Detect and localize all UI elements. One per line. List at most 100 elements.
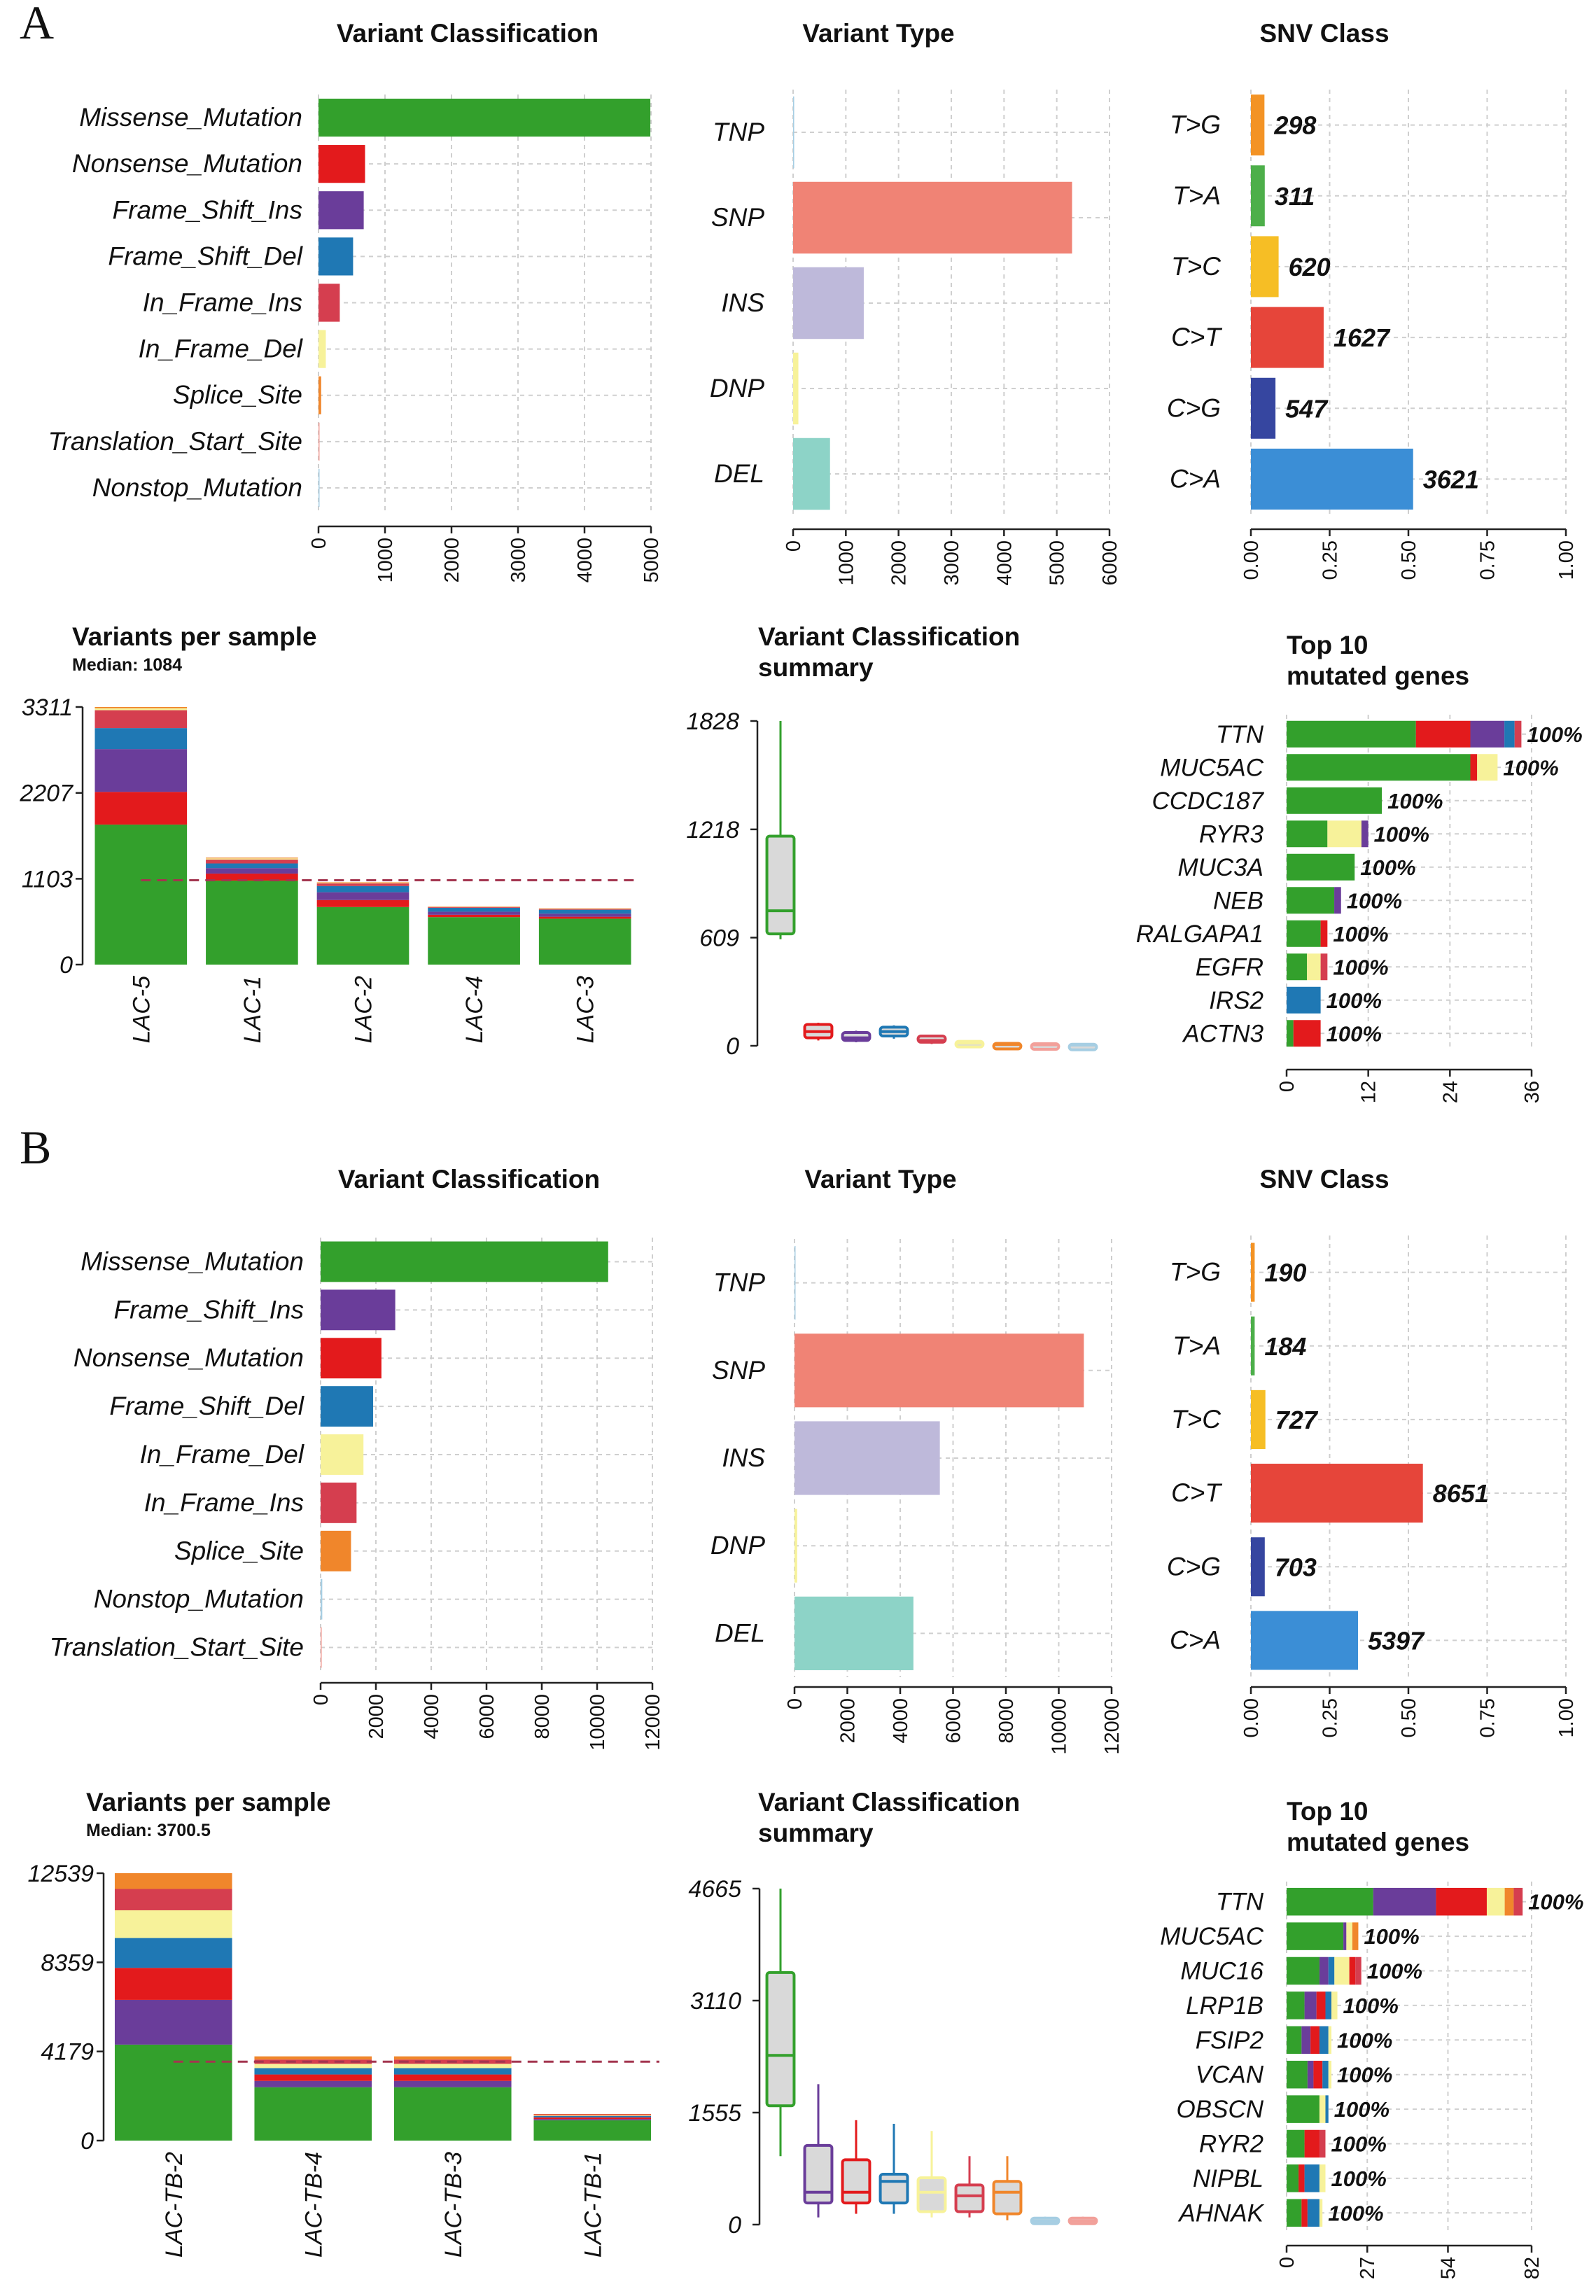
a-snv-count-label: 547 [1285, 394, 1329, 423]
b-vc-category-label: In_Frame_Del [140, 1440, 305, 1469]
b-vcs-y-tick-label: 1555 [688, 2100, 741, 2127]
b-top-segment-frame-shift-ins [1343, 1922, 1347, 1950]
b-vcs-box-in-frame-ins [954, 2183, 985, 2213]
a-vc-category-label: In_Frame_Ins [143, 288, 302, 317]
a-snv-count-label: 298 [1273, 111, 1316, 140]
b-vps-segment-nonsense-mutation [254, 2074, 372, 2081]
a-top-gene-label: EGFR [1196, 953, 1264, 981]
b-vcs-y-tick-label: 3110 [690, 1988, 741, 2015]
b-snv-count-label: 184 [1264, 1332, 1306, 1361]
a-vps-sample-label: LAC-4 [461, 976, 488, 1043]
B-vps-chart: Variants per sample Median: 3700.5 0 4179 83… [27, 1788, 660, 2258]
a-vc-x-tick-label: 2000 [441, 538, 463, 583]
b-vt-bar-del [794, 1596, 913, 1670]
b-vc-x-tick-label: 12000 [642, 1694, 664, 1751]
b-vc-category-label: Missense_Mutation [80, 1247, 304, 1275]
b-top-percent-label: 100% [1337, 2028, 1392, 2052]
b-top-percent-label: 100% [1331, 2166, 1386, 2191]
a-top-segment-in-frame-ins [1514, 720, 1522, 748]
a-vps-segment-frame-shift-ins [316, 892, 410, 900]
b-snv-x-tick-label: 1.00 [1555, 1698, 1578, 1737]
a-vt-bar-dnp [793, 352, 799, 425]
a-vps-segment-in-frame-ins [206, 859, 298, 864]
a-top-title-line2: mutated genes [1287, 662, 1469, 690]
b-vc-title: Variant Classification [338, 1165, 600, 1194]
b-top-segment-frame-shift-del [1325, 2095, 1329, 2123]
a-vps-segment-in-frame-del [94, 708, 188, 710]
b-vcs-box-nonsense-mutation [841, 2158, 872, 2205]
b-vcs-title: Variant Classification [758, 1788, 1020, 1816]
b-snv-category-label: T>A [1172, 1331, 1221, 1360]
a-vps-segment-in-frame-ins [428, 906, 520, 908]
b-vps-segment-frame-shift-del [533, 2115, 652, 2118]
a-snv-bar-t-c [1251, 236, 1279, 298]
a-vps-segment-in-frame-ins [316, 883, 410, 886]
a-snv-category-label: C>G [1167, 393, 1221, 422]
b-vc-category-label: In_Frame_Ins [144, 1488, 304, 1517]
b-top-segment-missense-mutation [1287, 1956, 1320, 1985]
b-vt-bar-tnp [794, 1246, 796, 1320]
a-vc-x-tick-label: 0 [308, 538, 330, 549]
a-top-segment-frame-shift-del [1287, 986, 1321, 1014]
b-vps-y-tick-label: 8359 [41, 1949, 94, 1976]
a-top-segment-missense-mutation [1287, 920, 1321, 947]
A-vc-chart: Variant Classification Missense_Mutation N… [48, 19, 663, 583]
a-snv-x-tick-label: 0.75 [1477, 540, 1499, 580]
b-snv-count-label: 5397 [1368, 1626, 1425, 1655]
a-top-gene-label: MUC3A [1177, 854, 1264, 881]
b-vc-category-label: Frame_Shift_Ins [114, 1295, 304, 1324]
b-vps-y-tick-label: 0 [80, 2128, 94, 2155]
b-vps-title: Variants per sample [86, 1788, 331, 1816]
b-vt-bar-snp [794, 1334, 1084, 1408]
a-vps-segment-nonsense-mutation [94, 792, 188, 825]
b-snv-count-label: 190 [1264, 1259, 1306, 1287]
a-vcs-y-tick-label: 1218 [686, 817, 739, 844]
a-top-segment-frame-shift-ins [1334, 887, 1341, 914]
b-top-segment-missense-mutation [1287, 1991, 1305, 2019]
a-top-gene-label: TTN [1216, 721, 1264, 748]
a-top-segment-missense-mutation [1287, 887, 1335, 914]
b-top-segment-in-frame-ins [1513, 1887, 1523, 1916]
a-top-segment-missense-mutation [1287, 720, 1416, 748]
b-vps-y-tick-label: 4179 [41, 2039, 94, 2066]
a-top-x-tick-label: 0 [1276, 1081, 1298, 1092]
b-top-segment-frame-shift-del [1325, 1991, 1332, 2019]
a-top-x-tick-label: 24 [1439, 1081, 1462, 1103]
b-top-segment-in-frame-ins [1319, 2129, 1326, 2158]
b-vps-segment-frame-shift-ins [254, 2080, 372, 2087]
a-vc-bar-frame-shift-ins [318, 191, 364, 230]
a-vps-y-tick-label: 1103 [22, 866, 73, 892]
b-top-percent-label: 100% [1367, 1959, 1422, 1984]
a-top-percent-label: 100% [1347, 888, 1402, 913]
b-top-segment-nonsense-mutation [1436, 1887, 1487, 1916]
a-snv-bar-c-t [1251, 307, 1324, 368]
a-vt-category-label: SNP [711, 203, 764, 232]
a-vps-y-tick-label: 2207 [19, 780, 74, 807]
a-vcs-title: Variant Classification [758, 622, 1020, 651]
b-top-segment-nonsense-mutation [1310, 2026, 1320, 2054]
a-top-percent-label: 100% [1527, 722, 1582, 747]
b-top-segment-nonsense-mutation [1349, 1956, 1356, 1985]
a-snv-count-label: 1627 [1334, 323, 1391, 352]
b-top-segment-in-frame-del [1319, 2095, 1326, 2123]
a-vt-bar-tnp [793, 96, 794, 169]
b-vps-sample-label: LAC-TB-3 [440, 2152, 467, 2258]
b-vc-category-label: Nonsense_Mutation [74, 1343, 304, 1372]
a-vps-segment-splice-site [94, 707, 188, 708]
b-top-percent-label: 100% [1337, 2063, 1392, 2087]
a-vps-segment-in-frame-del [206, 858, 298, 860]
b-vps-segment-splice-site [393, 2056, 512, 2060]
a-vc-category-label: Missense_Mutation [79, 103, 302, 132]
a-vps-segment-in-frame-ins [94, 710, 188, 729]
b-vt-x-tick-label: 12000 [1101, 1698, 1124, 1755]
b-vc-category-label: Nonstop_Mutation [94, 1585, 304, 1614]
a-vps-segment-frame-shift-ins [538, 913, 631, 917]
a-snv-title: SNV Class [1259, 19, 1389, 48]
b-snv-x-tick-label: 0.50 [1398, 1698, 1420, 1737]
a-top-segment-frame-shift-ins [1470, 720, 1505, 748]
b-vps-segment-frame-shift-ins [533, 2119, 652, 2121]
b-top-gene-label: OBSCN [1177, 2096, 1264, 2123]
a-snv-x-tick-label: 0.25 [1320, 540, 1342, 580]
a-top-segment-in-frame-del [1307, 953, 1321, 981]
a-snv-bar-c-a [1251, 448, 1413, 510]
